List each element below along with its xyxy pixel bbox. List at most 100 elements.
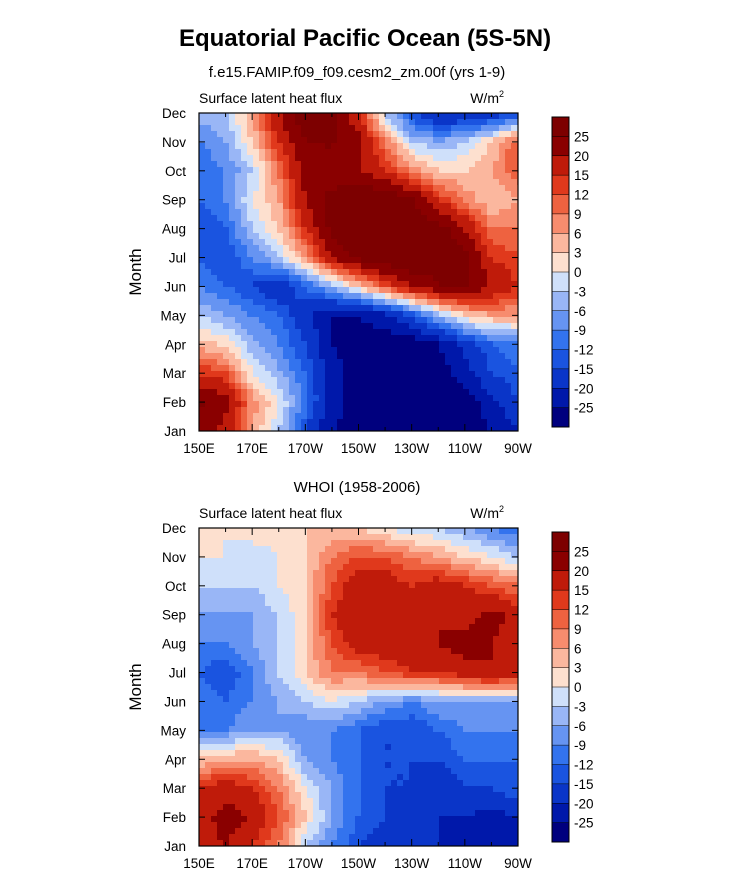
heatmap-cell: [205, 630, 212, 637]
heatmap-cell: [421, 654, 428, 661]
heatmap-cell: [223, 245, 230, 252]
heatmap-cell: [247, 582, 254, 589]
heatmap-cell: [211, 161, 218, 168]
heatmap-cell: [283, 720, 290, 727]
heatmap-cell: [481, 119, 488, 126]
heatmap-cell: [469, 383, 476, 390]
heatmap-cell: [391, 191, 398, 198]
heatmap-cell: [469, 215, 476, 222]
heatmap-cell: [253, 744, 260, 751]
heatmap-cell: [259, 251, 266, 258]
heatmap-cell: [211, 269, 218, 276]
heatmap-cell: [313, 173, 320, 180]
heatmap-cell: [415, 377, 422, 384]
heatmap-cell: [361, 600, 368, 607]
heatmap-cell: [289, 233, 296, 240]
heatmap-cell: [265, 143, 272, 150]
heatmap-cell: [451, 335, 458, 342]
heatmap-cell: [349, 702, 356, 709]
heatmap-cell: [265, 209, 272, 216]
heatmap-cell: [355, 353, 362, 360]
heatmap-cell: [421, 534, 428, 541]
heatmap-cell: [355, 558, 362, 565]
heatmap-cell: [355, 708, 362, 715]
heatmap-cell: [283, 251, 290, 258]
heatmap-cell: [505, 672, 512, 679]
heatmap-cell: [325, 582, 332, 589]
heatmap-cell: [277, 395, 284, 402]
heatmap-cell: [235, 419, 242, 426]
heatmap-cell: [283, 317, 290, 324]
heatmap-cell: [493, 582, 500, 589]
heatmap-cell: [229, 714, 236, 721]
heatmap-cell: [475, 696, 482, 703]
heatmap-cell: [481, 221, 488, 228]
heatmap-cell: [253, 612, 260, 619]
heatmap-cell: [283, 570, 290, 577]
heatmap-cell: [367, 546, 374, 553]
heatmap-cell: [325, 203, 332, 210]
heatmap-cell: [493, 281, 500, 288]
heatmap-cell: [385, 125, 392, 132]
heatmap-cell: [223, 137, 230, 144]
heatmap-cell: [247, 377, 254, 384]
heatmap-cell: [223, 185, 230, 192]
heatmap-cell: [343, 666, 350, 673]
heatmap-cell: [337, 678, 344, 685]
heatmap-cell: [433, 570, 440, 577]
heatmap-cell: [253, 654, 260, 661]
heatmap-cell: [229, 143, 236, 150]
heatmap-cell: [463, 558, 470, 565]
heatmap-cell: [415, 654, 422, 661]
heatmap-cell: [457, 251, 464, 258]
heatmap-cell: [313, 419, 320, 426]
heatmap-cell: [211, 714, 218, 721]
heatmap-cell: [433, 666, 440, 673]
heatmap-cell: [361, 407, 368, 414]
heatmap-cell: [325, 179, 332, 186]
heatmap-cell: [511, 245, 518, 252]
heatmap-cell: [241, 582, 248, 589]
heatmap-cell: [511, 149, 518, 156]
heatmap-cell: [307, 215, 314, 222]
heatmap-cell: [367, 329, 374, 336]
heatmap-cell: [337, 269, 344, 276]
heatmap-cell: [271, 227, 278, 234]
heatmap-cell: [499, 600, 506, 607]
heatmap-cell: [349, 173, 356, 180]
heatmap-cell: [343, 684, 350, 691]
heatmap-cell: [349, 365, 356, 372]
heatmap-cell: [463, 720, 470, 727]
heatmap-cell: [367, 185, 374, 192]
heatmap-cell: [439, 335, 446, 342]
heatmap-cell: [337, 642, 344, 649]
heatmap-cell: [475, 143, 482, 150]
heatmap-cell: [217, 552, 224, 559]
heatmap-cell: [385, 311, 392, 318]
heatmap-cell: [409, 317, 416, 324]
heatmap-cell: [445, 323, 452, 330]
heatmap-cell: [343, 347, 350, 354]
heatmap-cell: [361, 179, 368, 186]
heatmap-cell: [337, 690, 344, 697]
heatmap-cell: [409, 233, 416, 240]
heatmap-cell: [493, 564, 500, 571]
heatmap-cell: [403, 179, 410, 186]
heatmap-cell: [421, 546, 428, 553]
heatmap-cell: [379, 425, 386, 432]
heatmap-cell: [223, 600, 230, 607]
heatmap-cell: [415, 606, 422, 613]
heatmap-cell: [469, 293, 476, 300]
heatmap-cell: [277, 678, 284, 685]
heatmap-cell: [379, 179, 386, 186]
heatmap-cell: [301, 612, 308, 619]
heatmap-cell: [337, 209, 344, 216]
heatmap-cell: [331, 125, 338, 132]
heatmap-cell: [427, 594, 434, 601]
heatmap-cell: [433, 401, 440, 408]
heatmap-cell: [397, 570, 404, 577]
heatmap-cell: [415, 233, 422, 240]
heatmap-cell: [211, 654, 218, 661]
heatmap-cell: [199, 738, 206, 745]
heatmap-cell: [379, 233, 386, 240]
